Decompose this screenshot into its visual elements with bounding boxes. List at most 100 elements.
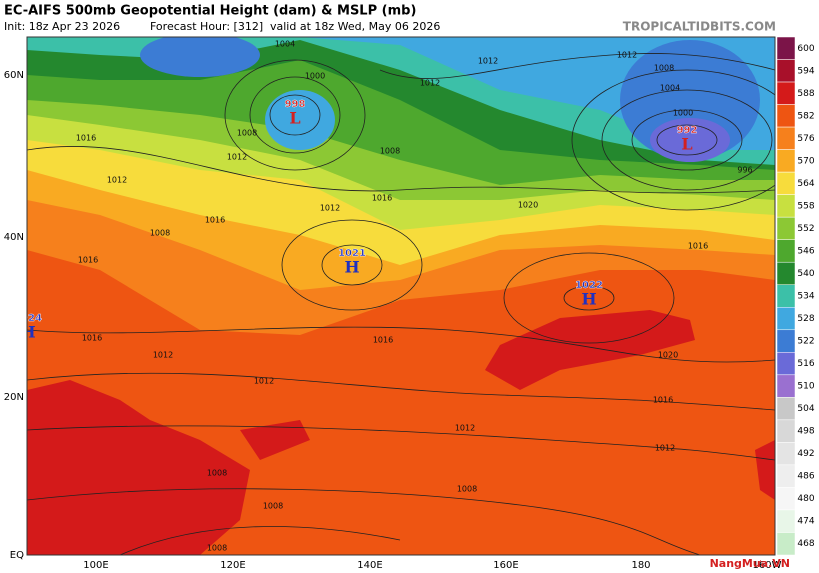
isobar	[503, 252, 675, 344]
isobar-label: 1008	[654, 64, 674, 73]
lon-label: 160W	[753, 560, 782, 571]
forecast-hour: Forecast Hour: [312]	[150, 20, 263, 33]
isobar	[379, 53, 775, 79]
colorbar-cell	[776, 81, 796, 105]
colorbar-label: 528	[797, 314, 814, 324]
lon-label: 160E	[493, 560, 518, 571]
isobar	[27, 488, 701, 555]
isobar-label: 1016	[76, 134, 96, 143]
isobar	[27, 146, 775, 194]
isobar-label: 1012	[227, 153, 247, 162]
isobar-label: 1004	[660, 84, 680, 93]
colorbar-label: 552	[797, 224, 814, 234]
colorbar-cell	[776, 307, 796, 331]
colorbar-cell	[776, 126, 796, 150]
pressure-symbol: H	[20, 323, 35, 342]
isobar-label: 1016	[688, 242, 708, 251]
colorbar-cell	[776, 352, 796, 376]
isobar-label: 1000	[673, 109, 693, 118]
isobar	[27, 372, 775, 411]
ridge-core	[240, 420, 310, 460]
colorbar-cell	[776, 171, 796, 195]
isobar-label: 1016	[372, 194, 392, 203]
colorbar-label: 486	[797, 472, 814, 482]
colorbar-label: 582	[797, 111, 814, 121]
init-time: Init: 18z Apr 23 2026	[4, 20, 120, 33]
isobar-label: 1012	[254, 377, 274, 386]
colorbar-label: 594	[797, 66, 814, 76]
ridge-core	[27, 380, 250, 555]
colorbar-label: 480	[797, 494, 814, 504]
lon-label: 120E	[220, 560, 245, 571]
isobar-label: 1016	[373, 336, 393, 345]
colorbar-cell	[776, 284, 796, 308]
isobar-label: 1012	[655, 444, 675, 453]
isobar-label: 1016	[82, 334, 102, 343]
colorbar-label: 492	[797, 449, 814, 459]
low-core	[140, 37, 260, 77]
isobar-label: 1012	[153, 351, 173, 360]
map-frame	[26, 36, 776, 556]
isobar-label: 1020	[658, 351, 678, 360]
isobar-label: 1008	[207, 469, 227, 478]
pressure-value: 1022	[575, 280, 603, 291]
isobar	[321, 244, 383, 286]
isobar-label: 1008	[150, 229, 170, 238]
colorbar-label: 510	[797, 382, 814, 392]
lon-label: 140E	[357, 560, 382, 571]
colorbar-cell	[776, 532, 796, 556]
isobar	[631, 109, 743, 171]
colorbar-label: 468	[797, 539, 814, 549]
ridge-core	[755, 440, 775, 500]
isobar-label: 1012	[617, 51, 637, 60]
colorbar-label: 516	[797, 359, 814, 369]
colorbar-cell	[776, 487, 796, 511]
isobar	[563, 285, 615, 311]
pressure-value: 1024	[14, 313, 42, 324]
colorbar-label: 522	[797, 337, 814, 347]
colorbar-cell	[776, 397, 796, 421]
pressure-value: 992	[677, 125, 698, 136]
lat-label: 20N	[4, 392, 24, 403]
isobar-label: 1008	[263, 502, 283, 511]
colorbar-cell	[776, 419, 796, 443]
low-core	[265, 90, 335, 150]
isobar	[27, 425, 775, 461]
isobar-label: 1012	[478, 57, 498, 66]
ridge-core	[485, 310, 695, 390]
axis-labels: 60N 40N 20N EQ 100E 120E 140E 160E 180 160W	[4, 70, 782, 571]
colorbar-label: 498	[797, 427, 814, 437]
isobar-label: 1012	[455, 424, 475, 433]
title: EC-AIFS 500mb Geopotential Height (dam) …	[4, 4, 416, 19]
isobar	[27, 326, 775, 363]
isobar-label: 1020	[518, 201, 538, 210]
colorbar-cell	[776, 194, 796, 218]
pressure-symbol: H	[581, 290, 596, 309]
lat-label: 60N	[4, 70, 24, 81]
lon-label: 100E	[83, 560, 108, 571]
colorbar-label: 474	[797, 517, 814, 527]
colorbar-label: 546	[797, 246, 814, 256]
isobar-label: 1000	[305, 72, 325, 81]
source: TROPICALTIDBITS.COM	[623, 20, 776, 34]
low-core	[650, 118, 730, 162]
pressure-symbol: H	[344, 258, 359, 277]
isobar	[656, 124, 718, 156]
colorbar-cell	[776, 239, 796, 263]
map-area: 1004 1000 1012 1012 1012 1008 1004 1000 996 1016 1…	[14, 37, 775, 555]
isobar-label: 1016	[78, 256, 98, 265]
colorbar-cell	[776, 464, 796, 488]
lon-label: 180	[631, 560, 650, 571]
isobar-label: 1012	[107, 176, 127, 185]
colorbar-cell	[776, 216, 796, 240]
colorbar-cell	[776, 442, 796, 466]
lat-label: 40N	[4, 232, 24, 243]
isobar-label: 1016	[205, 216, 225, 225]
isobar	[601, 89, 773, 191]
height-band	[27, 37, 775, 150]
colorbar-label: 600	[797, 44, 814, 54]
colorbar-label: 570	[797, 156, 814, 166]
isobar-label: 1016	[653, 396, 673, 405]
colorbar-cell	[776, 36, 796, 60]
colorbar-label: 588	[797, 89, 814, 99]
